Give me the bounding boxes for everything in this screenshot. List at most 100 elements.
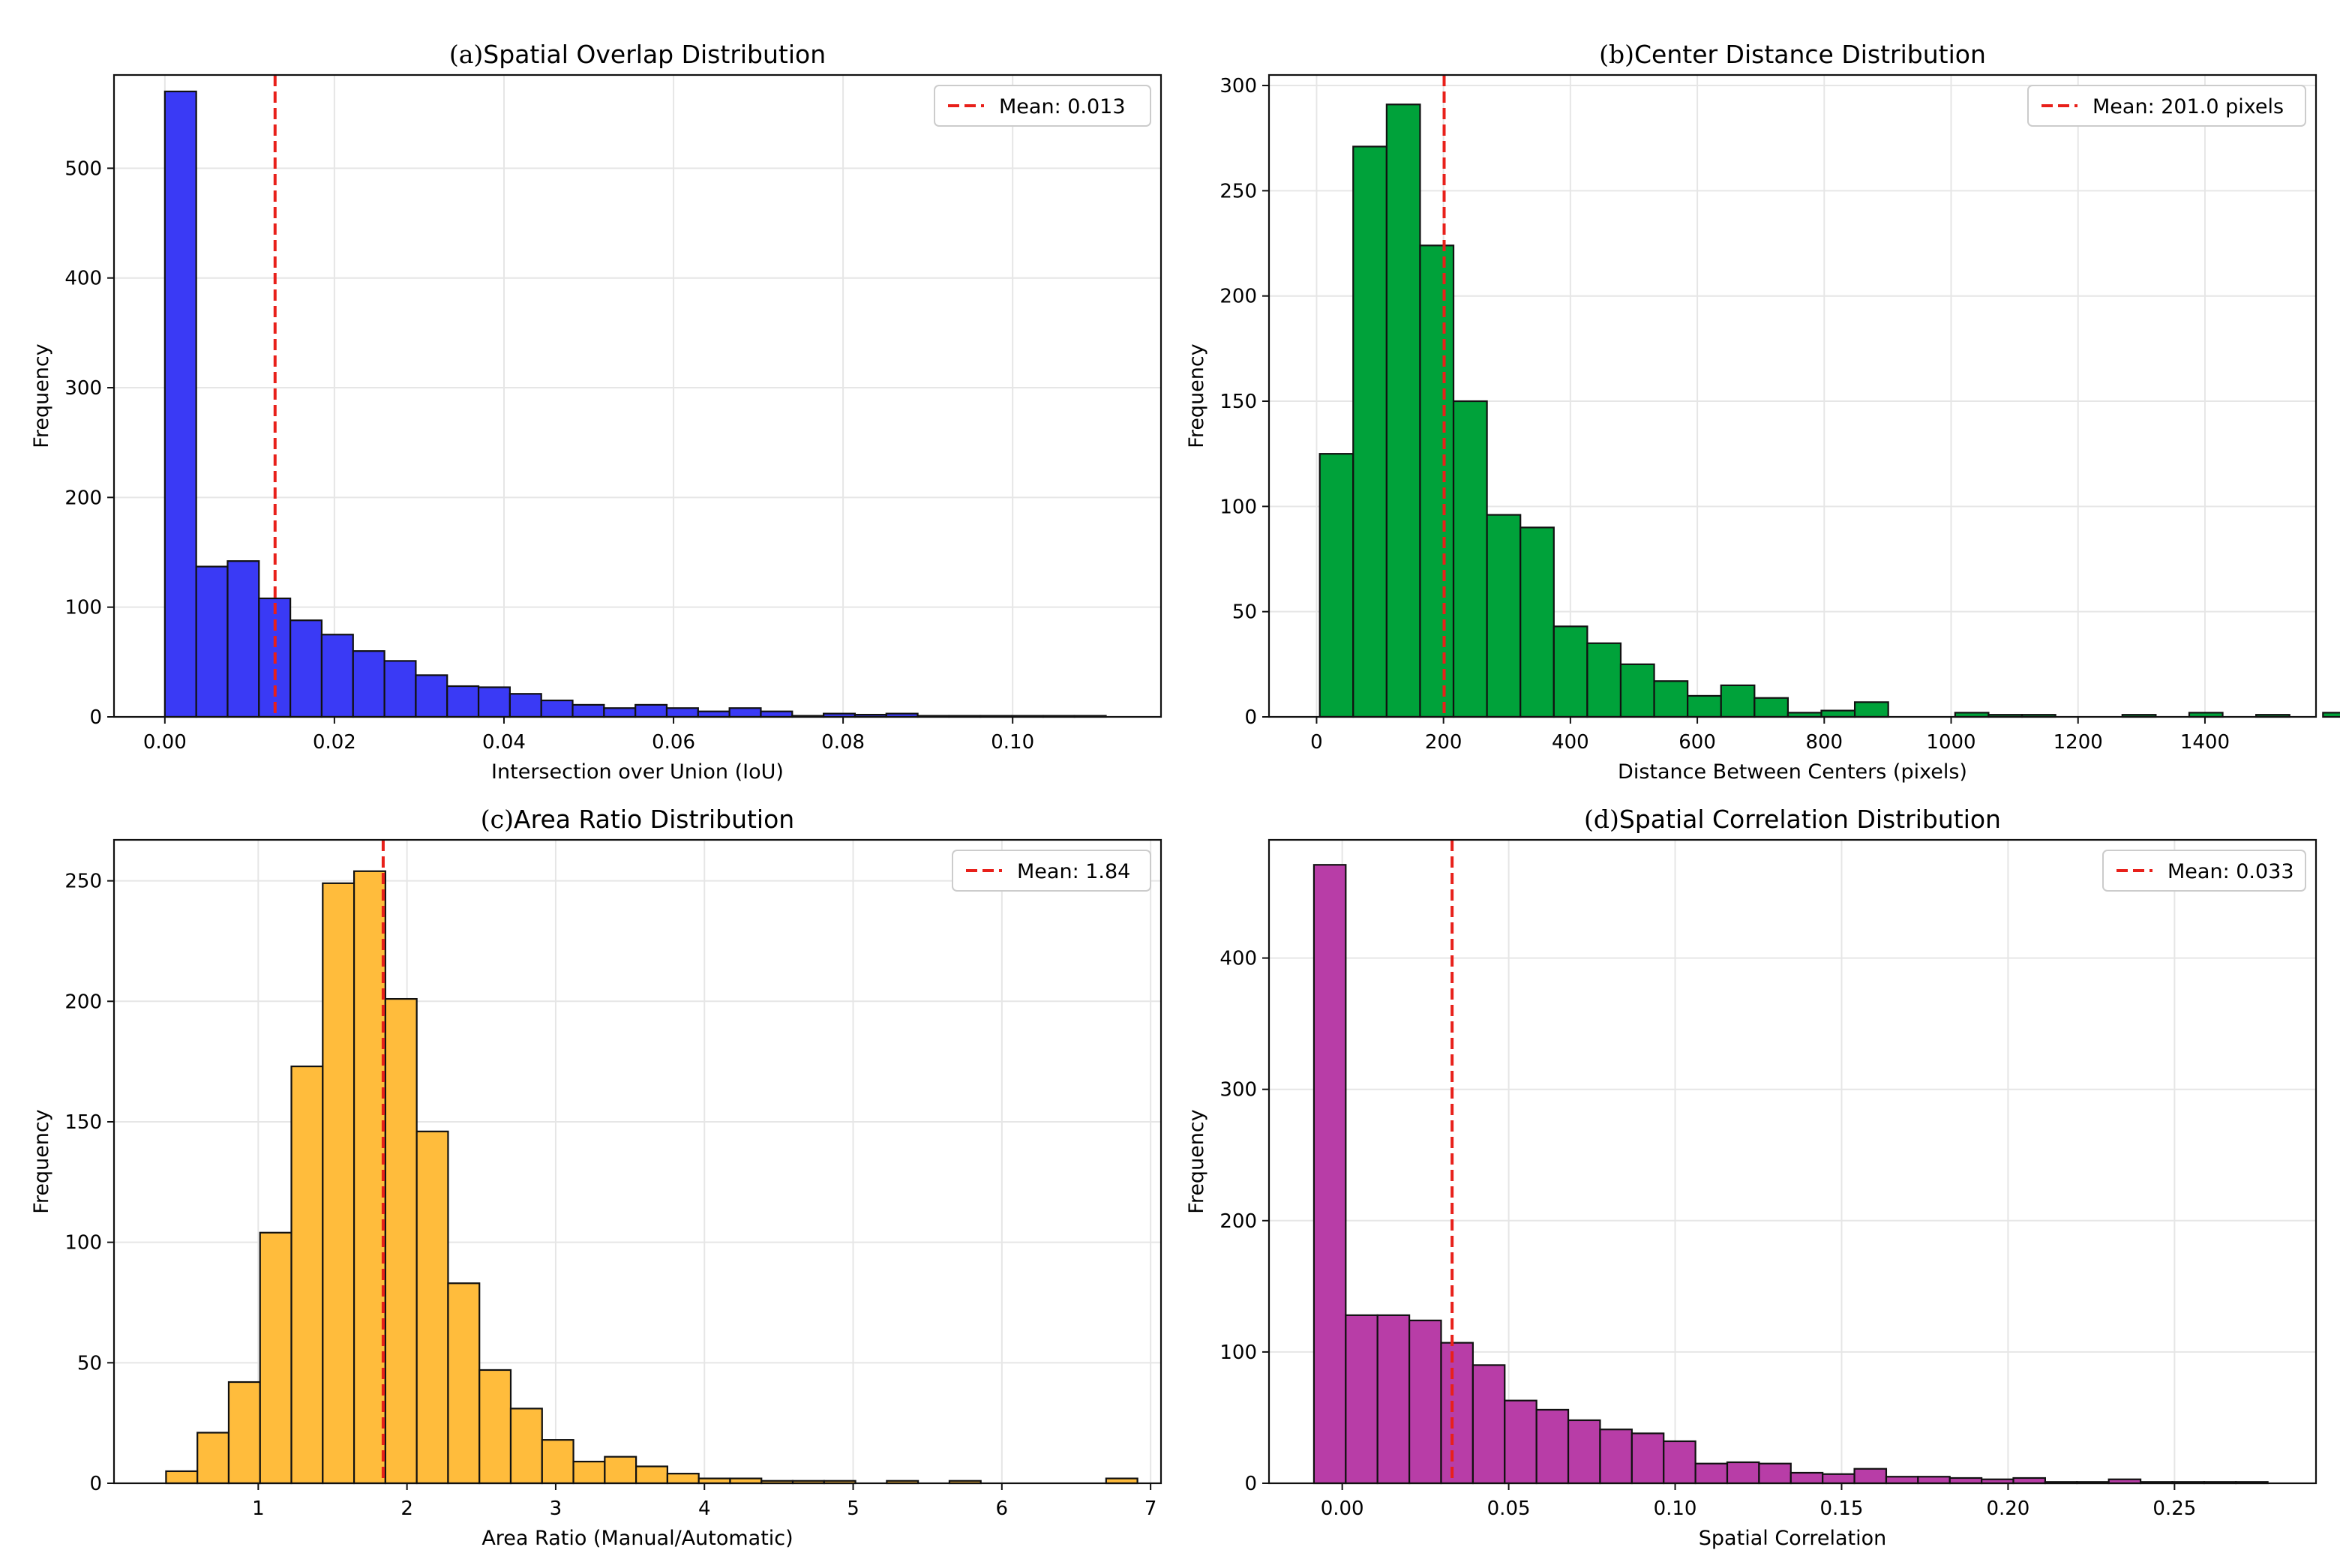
legend-box <box>2102 850 2306 892</box>
x-tick-label: 800 <box>1805 731 1843 754</box>
y-tick-label: 200 <box>1220 1210 1257 1233</box>
y-tick-label: 100 <box>1220 496 1257 518</box>
histogram-bar <box>603 707 637 718</box>
x-axis-label: Distance Between Centers (pixels) <box>1618 760 1967 784</box>
x-tick-label: 0.04 <box>482 731 526 754</box>
histogram-bar <box>477 686 511 718</box>
x-tick-label: 0.00 <box>1321 1498 1364 1520</box>
histogram-bar <box>164 90 197 718</box>
histogram-bar <box>572 703 605 718</box>
axes-frame <box>112 838 1162 1485</box>
histogram-bar <box>1653 680 1689 718</box>
x-axis-label: Spatial Correlation <box>1699 1527 1886 1550</box>
histogram-bar <box>416 1130 449 1485</box>
histogram-bar <box>1619 663 1655 718</box>
histogram-bar <box>572 1460 606 1485</box>
y-tick-label: 300 <box>1220 75 1257 97</box>
y-tick-label: 50 <box>77 1352 102 1375</box>
legend-box <box>952 850 1151 892</box>
y-tick-label: 400 <box>64 268 102 290</box>
x-tick-label: 4 <box>698 1498 711 1520</box>
histogram-bar <box>1599 1429 1633 1485</box>
histogram-bar <box>1520 526 1555 718</box>
x-tick-label: 1 <box>252 1498 265 1520</box>
x-axis-label: Area Ratio (Manual/Automatic) <box>482 1527 793 1550</box>
x-tick-label: 1400 <box>2180 731 2230 754</box>
histogram-bar <box>1486 514 1522 718</box>
histogram-bar <box>165 1470 199 1485</box>
chart-panel-2: 0 200 400 600 800 1000 1200 1400 0 50 100 150 200 250… <box>1185 40 2340 784</box>
x-tick-label: 0 <box>1310 731 1323 754</box>
x-tick-label: 1000 <box>1926 731 1976 754</box>
x-tick-label: 0.25 <box>2152 1498 2196 1520</box>
chart-panel-4: 0.00 0.05 0.10 0.15 0.20 0.25 0 100 200 300 400 Spa… <box>1185 805 2318 1550</box>
panel-letter: (d) <box>1584 805 1619 834</box>
histogram-bar <box>1586 642 1622 718</box>
x-tick-label: 0.05 <box>1487 1498 1531 1520</box>
x-tick-label: 5 <box>847 1498 860 1520</box>
y-tick-label: 150 <box>64 1111 102 1134</box>
y-tick-label: 300 <box>1220 1079 1257 1102</box>
histogram-bar <box>1630 1432 1665 1485</box>
histogram-bar <box>227 1381 261 1485</box>
histogram-bar <box>415 674 448 718</box>
x-tick-label: 7 <box>1144 1498 1157 1520</box>
histogram-bar <box>320 634 354 718</box>
histogram-bar <box>1452 400 1488 718</box>
histogram-bar <box>195 565 229 718</box>
histogram-bar <box>1376 1314 1411 1485</box>
legend-label: Mean: 0.013 <box>999 95 1126 118</box>
histogram-bar <box>196 1432 230 1485</box>
y-tick-label: 0 <box>1244 706 1257 729</box>
x-tick-label: 0.20 <box>1986 1498 2030 1520</box>
y-tick-label: 0 <box>1244 1473 1257 1495</box>
y-tick-label: 500 <box>64 157 102 180</box>
histogram-bar <box>1790 1471 1824 1485</box>
histogram-bar <box>1408 1319 1442 1485</box>
histogram-bar <box>1754 697 1790 718</box>
histogram-bar <box>1853 1468 1888 1485</box>
chart-panel-3: 1 2 3 4 5 6 7 0 50 100 150 200 250 Area Ratio (Manual… <box>30 805 1162 1550</box>
title-text: Area Ratio Distribution <box>514 805 794 834</box>
x-tick-label: 2 <box>400 1498 413 1520</box>
histogram-bar <box>226 560 260 718</box>
y-tick-label: 100 <box>1220 1342 1257 1364</box>
axes-frame <box>112 73 1162 718</box>
y-tick-label: 400 <box>1220 948 1257 970</box>
histogram-bar <box>1345 1314 1378 1485</box>
x-tick-label: 3 <box>550 1498 562 1520</box>
histogram-bar <box>1853 701 1889 718</box>
x-tick-label: 6 <box>996 1498 1009 1520</box>
histogram-bar <box>665 707 699 718</box>
x-tick-label: 0.10 <box>1654 1498 1697 1520</box>
y-tick-label: 250 <box>64 871 102 893</box>
legend-box <box>934 85 1151 127</box>
histogram-bar <box>1472 1364 1506 1485</box>
histogram-bar <box>1535 1408 1570 1485</box>
y-axis-label: Frequency <box>1185 343 1208 448</box>
x-axis-label: Intersection over Union (IoU) <box>491 760 784 784</box>
y-tick-label: 100 <box>64 1232 102 1255</box>
y-tick-label: 250 <box>1220 180 1257 202</box>
histogram-bar <box>1419 244 1455 718</box>
histogram-bar <box>290 1065 324 1485</box>
histogram-bar <box>604 1456 638 1485</box>
x-tick-label: 0.06 <box>652 731 695 754</box>
y-tick-label: 200 <box>64 991 102 1013</box>
histogram-bar <box>509 1408 543 1485</box>
title-text: Spatial Overlap Distribution <box>483 40 826 69</box>
histogram-bar <box>634 703 668 718</box>
y-tick-label: 100 <box>64 597 102 619</box>
legend-label: Mean: 201.0 pixels <box>2092 95 2284 118</box>
x-tick-label: 600 <box>1678 731 1716 754</box>
y-axis-label: Frequency <box>1185 1109 1208 1214</box>
histogram-bar <box>1552 625 1588 718</box>
histogram-bar <box>1720 684 1756 718</box>
histogram-bar <box>478 1369 512 1485</box>
panel-letter: (b) <box>1599 40 1634 69</box>
x-tick-label: 200 <box>1425 731 1462 754</box>
legend-box <box>2027 85 2306 127</box>
histogram-bar <box>1885 1476 1919 1485</box>
chart-title: (c)Area Ratio Distribution <box>481 805 794 834</box>
